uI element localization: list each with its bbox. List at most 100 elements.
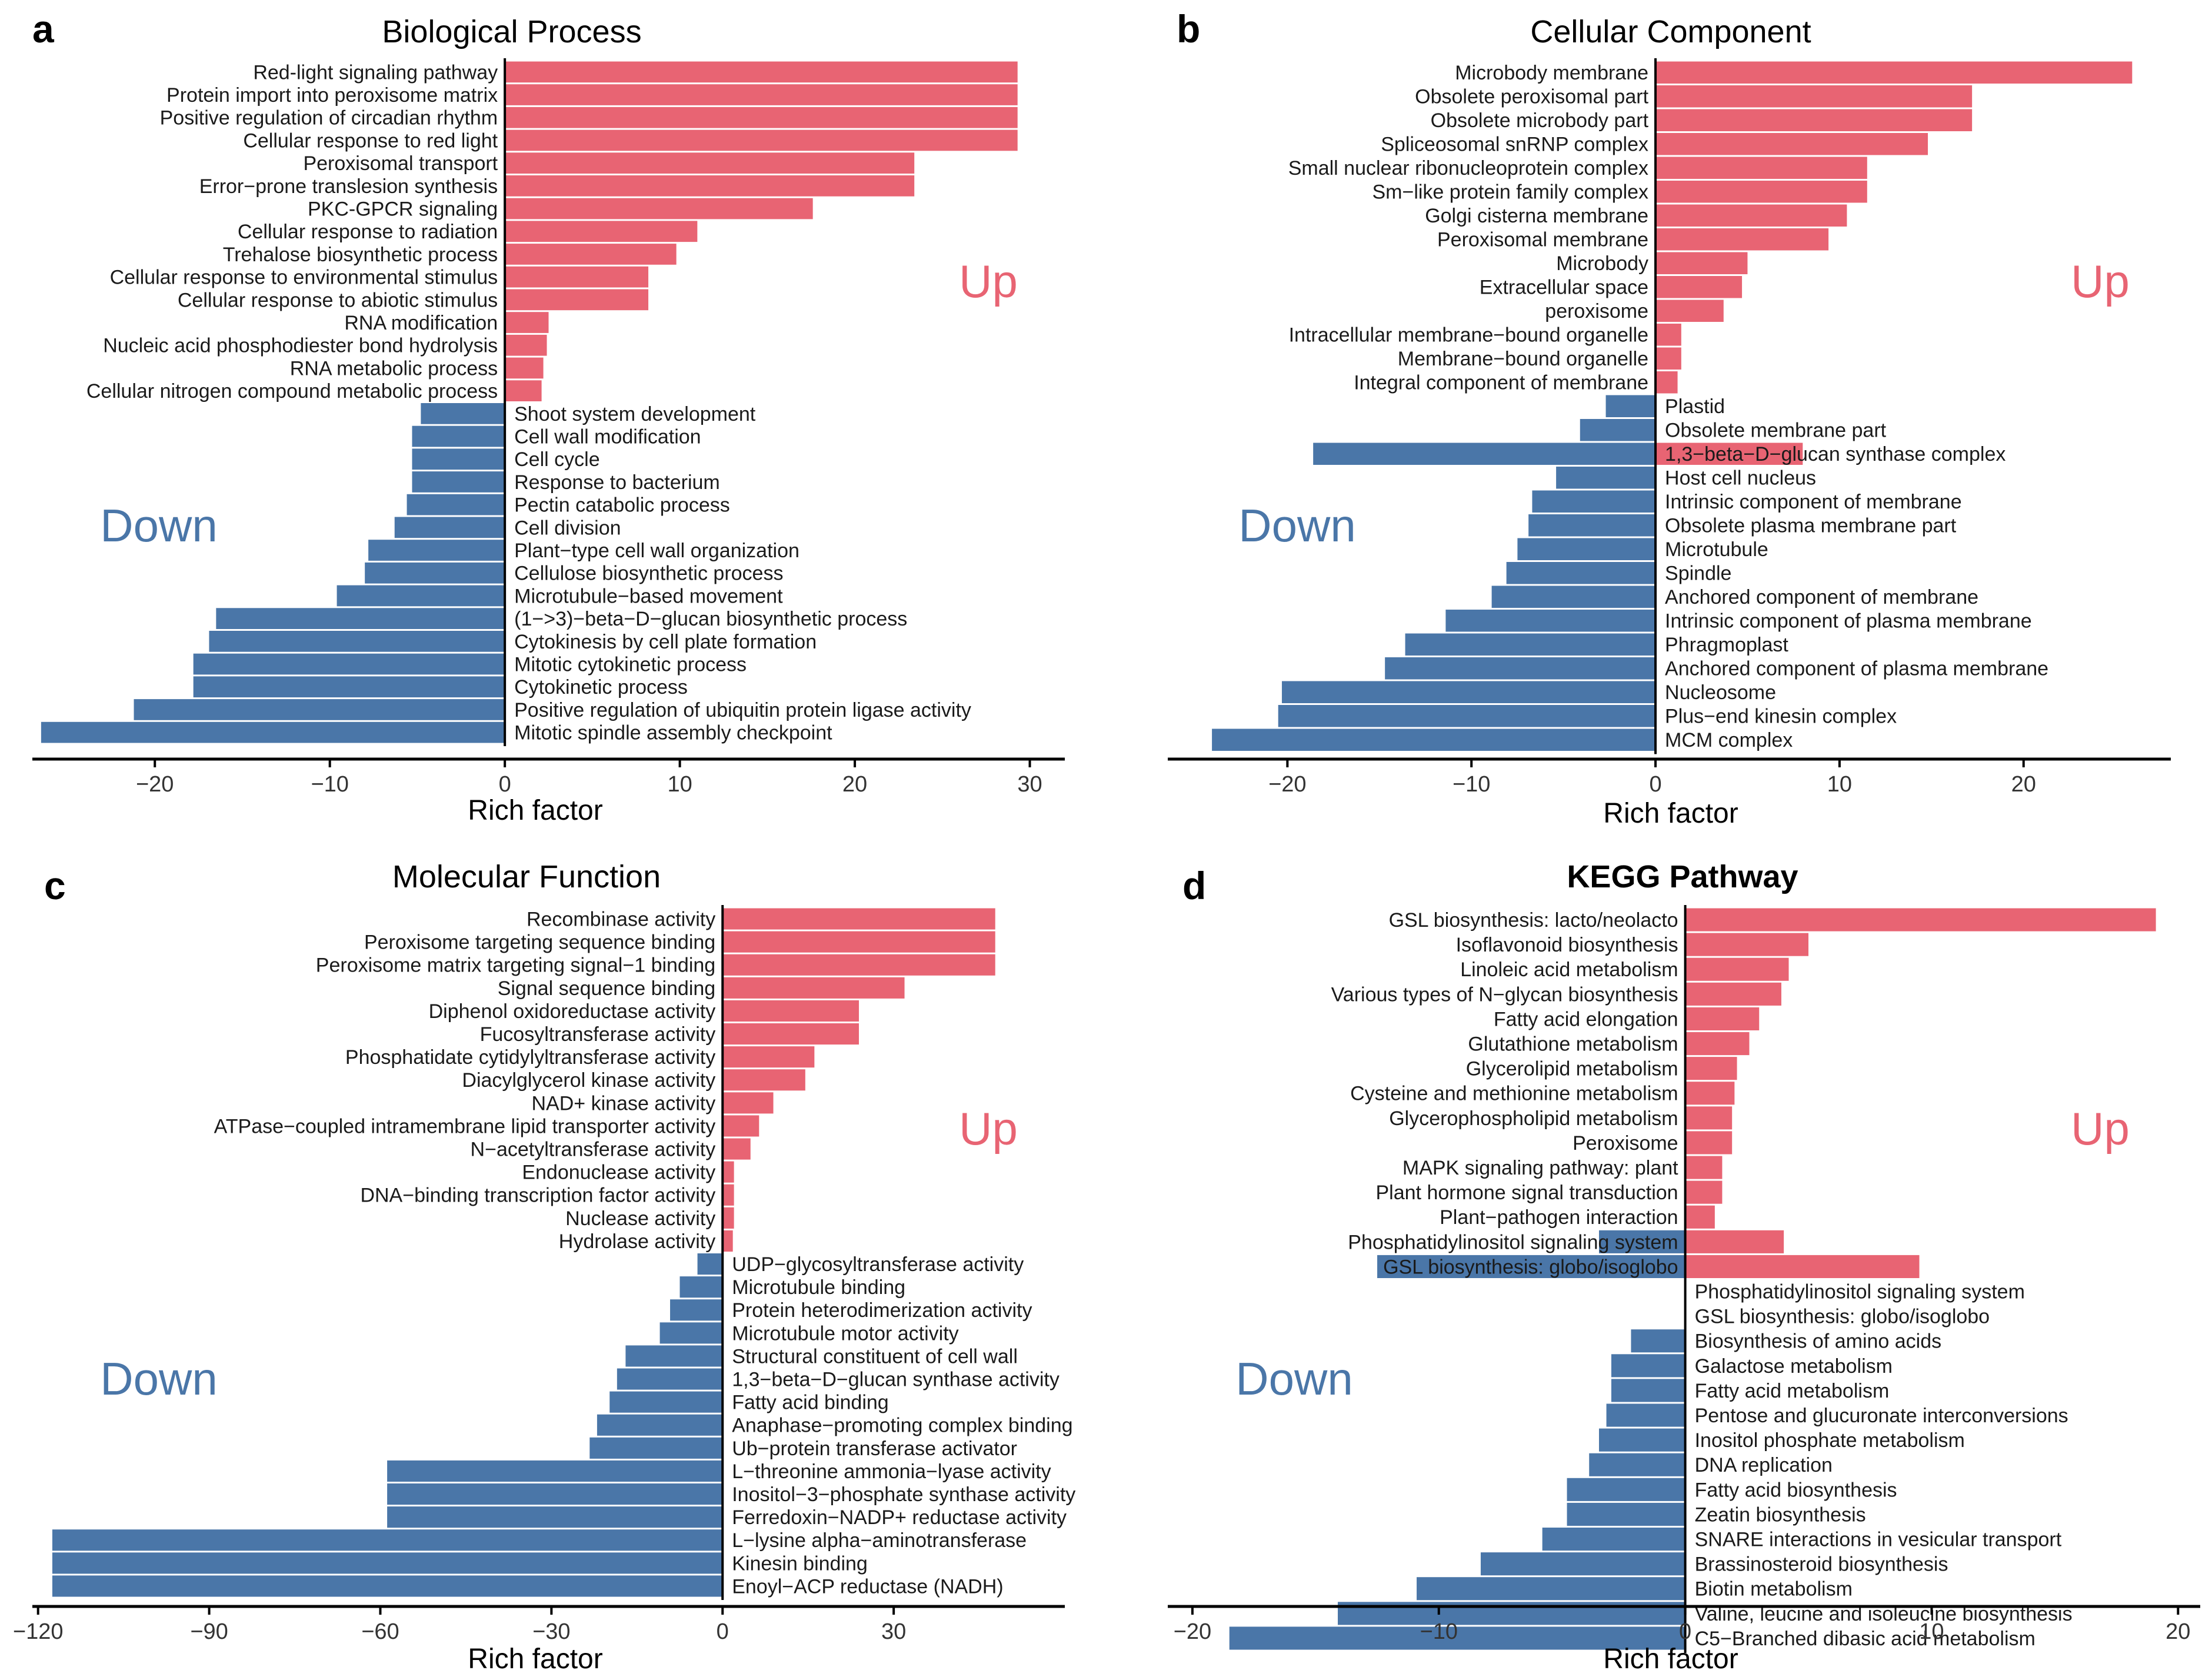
category-label-down: Plus−end kinesin complex	[1665, 706, 1897, 728]
bar-down	[1606, 1403, 1685, 1427]
x-tick-label: 20	[842, 772, 867, 797]
bar-up	[1655, 181, 1867, 203]
x-tick-label: 0	[499, 772, 511, 797]
category-label-up: Isoflavonoid biosynthesis	[1456, 934, 1678, 956]
category-label-down: Galactose metabolism	[1695, 1355, 1893, 1378]
category-label-up: Peroxisome	[1573, 1132, 1678, 1155]
panel-title: Cellular Component	[1530, 14, 1811, 49]
bar-down	[697, 1253, 723, 1275]
bar-down	[1567, 1478, 1685, 1501]
bar-down	[1605, 395, 1656, 417]
category-label-up: Positive regulation of circadian rhythm	[160, 107, 498, 129]
bar-down	[134, 699, 505, 720]
category-label-up: Phosphatidate cytidylyltransferase activ…	[345, 1046, 715, 1069]
category-label-up: RNA metabolic process	[290, 357, 498, 380]
category-label-up: Cellular response to red light	[243, 129, 498, 152]
bar-up	[722, 1069, 805, 1091]
category-label-up: Obsolete peroxisomal part	[1415, 86, 1648, 108]
category-label-up: GSL biosynthesis: lacto/neolacto	[1389, 909, 1678, 932]
category-label-up: Small nuclear ribonucleoprotein complex	[1288, 157, 1648, 179]
bar-down	[1611, 1354, 1685, 1378]
x-axis-title: Rich factor	[1603, 798, 1738, 829]
bar-down	[1506, 562, 1656, 584]
bar-down	[1212, 728, 1656, 751]
bar-up	[1685, 1230, 1784, 1253]
panel-title: Molecular Function	[392, 859, 661, 894]
bar-up	[1685, 1057, 1737, 1080]
bar-up	[505, 334, 547, 356]
bar-up	[1655, 85, 1973, 108]
category-label-down: Intrinsic component of membrane	[1665, 491, 1962, 513]
category-label-up: Fatty acid elongation	[1494, 1008, 1678, 1030]
bar-up	[1655, 61, 2133, 84]
category-label-up: Spliceosomal snRNP complex	[1381, 134, 1648, 156]
bar-down	[407, 494, 505, 515]
category-label-up: Fucosyltransferase activity	[480, 1023, 716, 1046]
x-axis-title: Rich factor	[1603, 1644, 1738, 1675]
bar-down	[1491, 585, 1656, 608]
bar-up	[505, 175, 915, 197]
bar-down	[421, 403, 505, 424]
category-label-down: 1,3−beta−D−glucan synthase complex	[1665, 443, 2006, 465]
bar-down	[1517, 538, 1656, 560]
bar-down	[1611, 1379, 1685, 1402]
bar-down	[617, 1368, 723, 1390]
x-tick-label: −10	[1453, 772, 1490, 797]
bar-down	[368, 540, 505, 561]
x-tick-label: 10	[1919, 1619, 1944, 1644]
category-label-down: Response to bacterium	[514, 471, 720, 494]
bar-up	[505, 152, 915, 174]
category-label-down: C5−Branched dibasic acid metabolism	[1695, 1628, 2036, 1650]
category-label-down: Cytokinetic process	[514, 676, 688, 698]
category-label-down: Cytokinesis by cell plate formation	[514, 631, 817, 653]
panel-letter: a	[32, 7, 55, 51]
x-axis-title: Rich factor	[468, 795, 602, 826]
x-tick-label: 20	[2166, 1619, 2190, 1644]
bar-down	[659, 1322, 723, 1344]
category-label-down: Plastid	[1665, 395, 1725, 418]
bar-up	[722, 931, 995, 953]
bar-down	[1567, 1502, 1685, 1526]
category-label-down: Ub−protein transferase activator	[732, 1438, 1017, 1460]
bar-down	[216, 608, 505, 629]
bar-up	[505, 129, 1018, 151]
x-tick-label: 30	[1017, 772, 1042, 797]
bar-up	[1685, 1032, 1750, 1056]
bar-down	[589, 1437, 723, 1459]
annotation-up: Up	[959, 255, 1018, 307]
category-label-down: Plant−type cell wall organization	[514, 540, 799, 562]
annotation-down: Down	[1238, 500, 1355, 551]
bar-up	[1685, 1255, 1920, 1278]
category-label-down: 1,3−beta−D−glucan synthase activity	[732, 1368, 1060, 1390]
category-label-up: Extracellular space	[1480, 277, 1648, 299]
category-label-up: MAPK signaling pathway: plant	[1403, 1157, 1678, 1179]
category-label-up: Diphenol oxidoreductase activity	[429, 1000, 716, 1023]
category-label-down: Microtubule	[1665, 538, 1768, 561]
bar-up	[722, 1046, 815, 1068]
bar-up	[722, 1115, 759, 1137]
bar-up	[1685, 1082, 1735, 1105]
bar-up	[1655, 252, 1748, 274]
category-label-up: Phosphatidylinositol signaling system	[1348, 1231, 1678, 1253]
category-label-down: Obsolete plasma membrane part	[1665, 515, 1957, 537]
category-label-down: Anaphase−promoting complex binding	[732, 1415, 1072, 1437]
bar-up	[505, 84, 1018, 105]
bar-up	[505, 289, 649, 311]
category-label-up: Glycerolipid metabolism	[1466, 1058, 1678, 1080]
category-label-down: Phragmoplast	[1665, 634, 1788, 656]
bar-down	[1528, 514, 1656, 537]
bar-up	[1655, 371, 1678, 394]
bar-up	[505, 357, 544, 379]
category-label-up: Microbody	[1556, 252, 1648, 275]
category-label-down: GSL biosynthesis: globo/isoglobo	[1695, 1306, 1990, 1328]
bar-up	[722, 1138, 751, 1160]
bar-down	[625, 1345, 723, 1367]
bar-up	[722, 1207, 734, 1229]
bar-up	[1655, 157, 1867, 179]
category-label-up: Glutathione metabolism	[1468, 1033, 1678, 1055]
category-label-down: DNA replication	[1695, 1454, 1833, 1476]
category-label-up: Sm−like protein family complex	[1372, 181, 1648, 204]
bar-up	[1685, 908, 2156, 932]
bar-up	[1655, 443, 1803, 465]
category-label-up: Peroxisomal transport	[303, 152, 498, 175]
